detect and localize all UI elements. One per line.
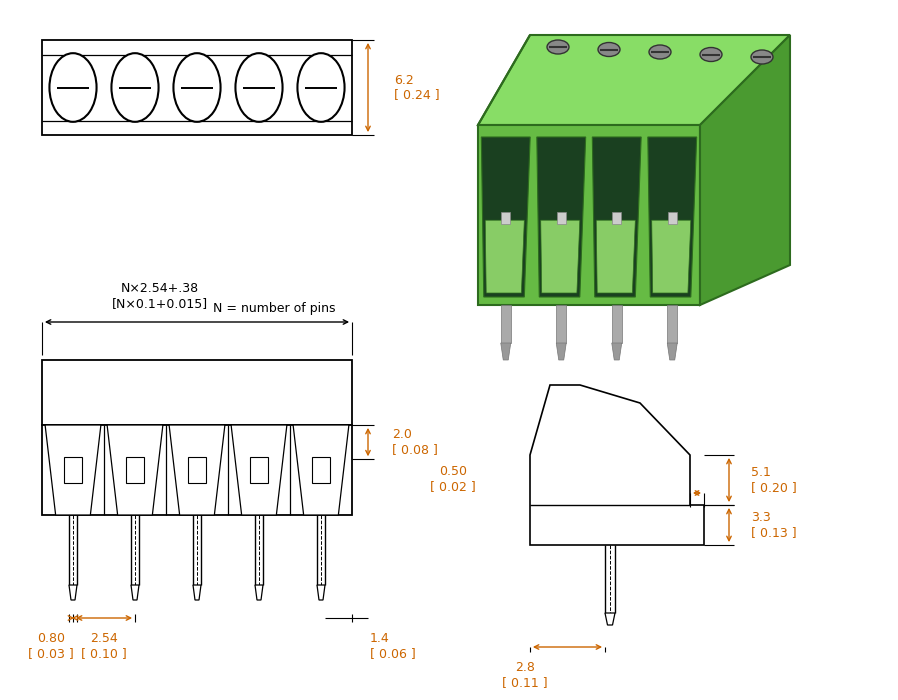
Ellipse shape <box>49 53 97 122</box>
Polygon shape <box>478 125 700 305</box>
Polygon shape <box>69 585 77 600</box>
Polygon shape <box>131 585 139 600</box>
Bar <box>667 305 677 343</box>
Bar <box>189 457 206 482</box>
Bar <box>668 212 677 224</box>
Ellipse shape <box>751 50 773 64</box>
Polygon shape <box>478 35 790 125</box>
Polygon shape <box>255 585 263 600</box>
Polygon shape <box>193 585 201 600</box>
Polygon shape <box>596 220 635 293</box>
Text: 5.1
[ 0.20 ]: 5.1 [ 0.20 ] <box>751 466 797 494</box>
Polygon shape <box>593 137 641 297</box>
Polygon shape <box>530 385 704 545</box>
Polygon shape <box>612 343 621 360</box>
Bar <box>127 457 144 482</box>
Ellipse shape <box>547 40 569 54</box>
Polygon shape <box>605 613 615 625</box>
Ellipse shape <box>173 53 221 122</box>
Polygon shape <box>667 343 677 360</box>
Text: 1.4
[ 0.06 ]: 1.4 [ 0.06 ] <box>370 632 416 660</box>
Polygon shape <box>647 137 697 297</box>
Ellipse shape <box>297 53 345 122</box>
Text: 3.3
[ 0.13 ]: 3.3 [ 0.13 ] <box>751 511 797 539</box>
Text: 6.2
[ 0.24 ]: 6.2 [ 0.24 ] <box>394 74 440 102</box>
Polygon shape <box>700 35 790 305</box>
Polygon shape <box>317 585 325 600</box>
Bar <box>612 305 621 343</box>
Polygon shape <box>541 220 580 293</box>
Bar <box>556 305 567 343</box>
Polygon shape <box>556 343 567 360</box>
Bar <box>42 360 352 425</box>
Text: 2.8
[ 0.11 ]: 2.8 [ 0.11 ] <box>502 661 548 689</box>
Bar <box>612 212 621 224</box>
Polygon shape <box>537 137 585 297</box>
Polygon shape <box>169 425 224 515</box>
Polygon shape <box>501 343 511 360</box>
Ellipse shape <box>235 53 283 122</box>
Text: 0.50
[ 0.02 ]: 0.50 [ 0.02 ] <box>430 465 476 493</box>
Text: 2.0
[ 0.08 ]: 2.0 [ 0.08 ] <box>392 428 438 456</box>
Bar <box>42 425 352 515</box>
Text: 2.54
[ 0.10 ]: 2.54 [ 0.10 ] <box>81 632 127 660</box>
Polygon shape <box>231 425 286 515</box>
Text: N×2.54+.38
[N×0.1+0.015]: N×2.54+.38 [N×0.1+0.015] <box>111 282 207 310</box>
Polygon shape <box>652 220 691 293</box>
Bar <box>557 212 566 224</box>
Polygon shape <box>485 220 524 293</box>
Polygon shape <box>481 137 530 297</box>
Polygon shape <box>45 425 101 515</box>
Polygon shape <box>293 425 349 515</box>
Text: 0.80
[ 0.03 ]: 0.80 [ 0.03 ] <box>28 632 74 660</box>
Ellipse shape <box>649 45 671 59</box>
Ellipse shape <box>111 53 159 122</box>
Bar <box>501 212 510 224</box>
Text: N = number of pins: N = number of pins <box>213 302 336 315</box>
Bar <box>65 457 82 482</box>
Polygon shape <box>107 425 163 515</box>
Ellipse shape <box>700 48 722 62</box>
Ellipse shape <box>598 43 620 57</box>
Bar <box>42 40 352 135</box>
Bar <box>501 305 511 343</box>
Bar <box>313 457 330 482</box>
Bar <box>251 457 268 482</box>
